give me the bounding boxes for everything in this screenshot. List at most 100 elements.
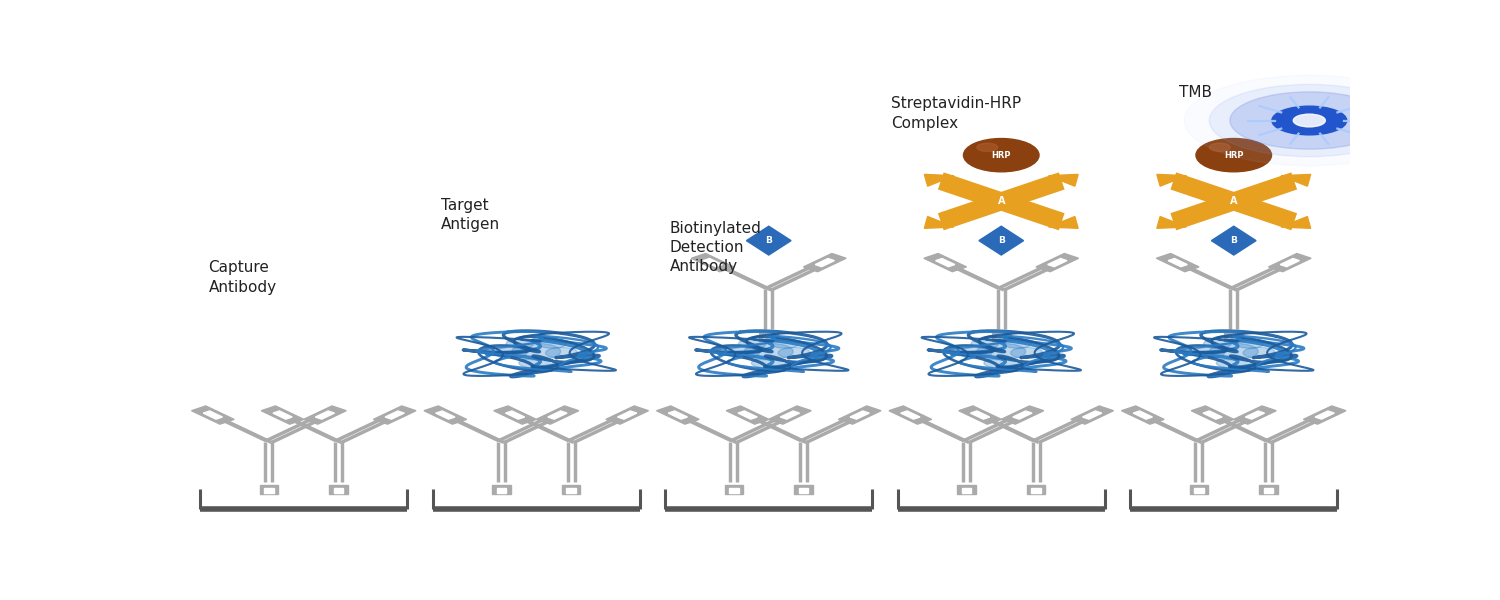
Polygon shape	[839, 406, 880, 424]
Polygon shape	[1122, 406, 1164, 424]
Polygon shape	[1212, 226, 1255, 255]
Polygon shape	[1280, 259, 1299, 266]
Ellipse shape	[512, 343, 561, 360]
Polygon shape	[506, 411, 525, 419]
Ellipse shape	[1216, 358, 1251, 368]
Polygon shape	[1245, 411, 1264, 419]
Polygon shape	[606, 406, 648, 424]
Ellipse shape	[1185, 76, 1434, 166]
Ellipse shape	[728, 347, 759, 358]
Ellipse shape	[1209, 85, 1410, 157]
Polygon shape	[936, 259, 956, 266]
Bar	[1264, 488, 1274, 493]
Polygon shape	[261, 406, 305, 424]
Bar	[330, 485, 348, 494]
Ellipse shape	[495, 347, 526, 358]
Ellipse shape	[1192, 347, 1224, 358]
Polygon shape	[374, 406, 416, 424]
Bar	[962, 488, 970, 493]
Ellipse shape	[752, 358, 786, 368]
Polygon shape	[726, 406, 770, 424]
Polygon shape	[273, 411, 292, 419]
Polygon shape	[424, 406, 466, 424]
Polygon shape	[738, 411, 758, 419]
Ellipse shape	[1011, 347, 1042, 358]
Bar	[260, 485, 278, 494]
Polygon shape	[1191, 406, 1234, 424]
Polygon shape	[850, 411, 870, 419]
Bar	[992, 333, 1011, 341]
Polygon shape	[1036, 253, 1078, 272]
Polygon shape	[1168, 259, 1188, 266]
Bar	[1260, 485, 1278, 494]
Ellipse shape	[538, 339, 567, 348]
Polygon shape	[1132, 411, 1152, 419]
Bar	[729, 488, 738, 493]
Ellipse shape	[1236, 339, 1264, 348]
Bar	[492, 485, 510, 494]
Bar	[764, 335, 774, 340]
Bar	[334, 488, 344, 493]
Ellipse shape	[963, 139, 1040, 172]
Text: B: B	[1230, 236, 1238, 245]
Bar	[562, 485, 580, 494]
Bar	[724, 485, 742, 494]
Ellipse shape	[1230, 92, 1389, 149]
Text: Target
Antigen: Target Antigen	[441, 198, 500, 232]
Polygon shape	[747, 226, 790, 255]
Bar	[1028, 485, 1045, 494]
Polygon shape	[1048, 217, 1078, 229]
Polygon shape	[890, 406, 932, 424]
Polygon shape	[1269, 253, 1311, 272]
Polygon shape	[1304, 406, 1346, 424]
Ellipse shape	[519, 358, 554, 368]
Bar	[957, 485, 975, 494]
Bar	[759, 333, 778, 341]
Polygon shape	[1281, 175, 1311, 186]
Ellipse shape	[1209, 143, 1230, 151]
Polygon shape	[386, 411, 405, 419]
Polygon shape	[692, 253, 734, 272]
Polygon shape	[970, 411, 990, 419]
Text: B: B	[998, 236, 1005, 245]
Ellipse shape	[970, 339, 999, 348]
Polygon shape	[202, 411, 222, 419]
Polygon shape	[192, 406, 234, 424]
Polygon shape	[618, 411, 638, 419]
Bar	[1032, 488, 1041, 493]
Ellipse shape	[960, 347, 992, 358]
Polygon shape	[1233, 406, 1276, 424]
Polygon shape	[924, 253, 966, 272]
Text: HRP: HRP	[992, 151, 1011, 160]
Text: Biotinylated
Detection
Antibody: Biotinylated Detection Antibody	[670, 221, 762, 274]
Polygon shape	[1156, 217, 1186, 229]
Bar	[996, 335, 1006, 340]
Polygon shape	[1000, 406, 1044, 424]
Polygon shape	[980, 226, 1023, 255]
Polygon shape	[1083, 411, 1102, 419]
Ellipse shape	[738, 339, 766, 348]
Polygon shape	[815, 259, 834, 266]
Polygon shape	[924, 217, 954, 229]
Ellipse shape	[1209, 343, 1258, 360]
Polygon shape	[536, 406, 579, 424]
Bar	[1228, 335, 1239, 340]
Polygon shape	[780, 411, 800, 419]
Polygon shape	[315, 411, 334, 419]
Bar	[1190, 485, 1208, 494]
Bar	[795, 485, 813, 494]
Text: A: A	[1230, 196, 1238, 206]
Ellipse shape	[546, 347, 578, 358]
Polygon shape	[668, 411, 687, 419]
Polygon shape	[704, 259, 723, 266]
Polygon shape	[804, 253, 846, 272]
Ellipse shape	[976, 143, 998, 151]
Bar	[496, 488, 506, 493]
Bar	[264, 488, 273, 493]
Ellipse shape	[1196, 139, 1272, 172]
Ellipse shape	[771, 339, 800, 348]
Polygon shape	[494, 406, 537, 424]
Ellipse shape	[506, 339, 534, 348]
Polygon shape	[924, 175, 954, 186]
Ellipse shape	[976, 343, 1026, 360]
